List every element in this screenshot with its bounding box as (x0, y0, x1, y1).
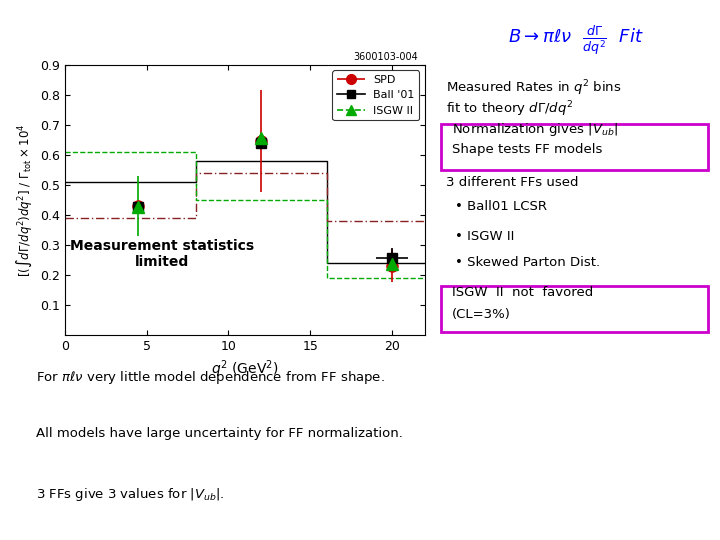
Text: fit to theory $d\Gamma/dq^2$: fit to theory $d\Gamma/dq^2$ (446, 100, 574, 119)
Text: measurement award: measurement award (253, 33, 430, 48)
Text: • ISGW II: • ISGW II (455, 230, 514, 242)
Text: Measurement statistics
limited: Measurement statistics limited (70, 239, 254, 269)
Bar (441, 124, 708, 170)
Text: Wins the most improved: Wins the most improved (9, 33, 224, 48)
Text: Measured Rates in $q^2$ bins: Measured Rates in $q^2$ bins (446, 78, 622, 98)
Text: For $\pi\ell\nu$ very little model dependence from FF shape.: For $\pi\ell\nu$ very little model depen… (35, 369, 384, 386)
Legend: SPD, Ball '01, ISGW II: SPD, Ball '01, ISGW II (333, 70, 419, 120)
Text: All models have large uncertainty for FF normalization.: All models have large uncertainty for FF… (35, 427, 402, 440)
X-axis label: $q^2\ (\mathrm{GeV}^2)$: $q^2\ (\mathrm{GeV}^2)$ (211, 358, 279, 380)
Text: ISGW  II  not  favored: ISGW II not favored (452, 286, 593, 299)
Text: Shape tests FF models: Shape tests FF models (452, 143, 603, 156)
Text: $B \to \pi\ell\nu\ \ \frac{d\Gamma}{dq^2}\ $ Fit: $B \to \pi\ell\nu\ \ \frac{d\Gamma}{dq^2… (508, 23, 644, 58)
Text: • Ball01 LCSR: • Ball01 LCSR (455, 200, 547, 213)
Text: Normalization gives $|V_{ub}|$: Normalization gives $|V_{ub}|$ (452, 122, 618, 138)
Y-axis label: $[(\int d\Gamma/dq^2)dq^2]\ /\ \Gamma_{\mathrm{tot}} \times 10^4$: $[(\int d\Gamma/dq^2)dq^2]\ /\ \Gamma_{\… (15, 123, 35, 276)
Text: 3600103-004: 3600103-004 (353, 52, 418, 62)
Text: V: V (225, 33, 236, 48)
Bar (441, 286, 708, 332)
Text: 3 different FFs used: 3 different FFs used (446, 176, 579, 188)
Text: • Skewed Parton Dist.: • Skewed Parton Dist. (455, 256, 600, 269)
Text: (CL=3%): (CL=3%) (452, 308, 511, 321)
Text: 3 FFs give 3 values for $|V_{ub}|$.: 3 FFs give 3 values for $|V_{ub}|$. (35, 485, 224, 503)
Text: ub: ub (235, 38, 251, 49)
